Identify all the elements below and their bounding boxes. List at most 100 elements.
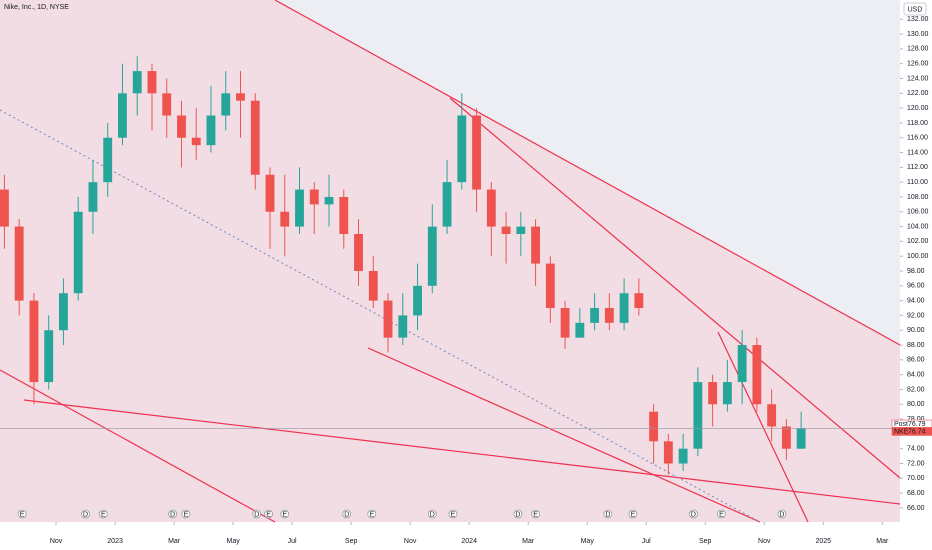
candle-body <box>781 426 791 449</box>
y-tick-label: 106.00 <box>907 209 929 216</box>
candle-body <box>427 226 437 286</box>
x-tick-label: May <box>581 538 595 545</box>
chart-title: Nike, Inc., 1D, NYSE <box>4 4 69 11</box>
y-tick-label: 108.00 <box>907 194 929 201</box>
candle-body <box>767 404 777 427</box>
x-tick-label: Nov <box>404 538 417 545</box>
y-tick-label: 68.00 <box>907 490 925 497</box>
event-marker <box>689 509 698 519</box>
event-marker <box>717 509 726 519</box>
x-tick-label: Sep <box>699 538 712 545</box>
drawings <box>0 0 901 523</box>
candle-body <box>236 93 245 101</box>
candle-body <box>693 382 703 449</box>
trend-line <box>274 0 901 346</box>
candle-body <box>295 189 304 227</box>
candle-body <box>604 308 614 323</box>
candle-body <box>324 196 334 205</box>
candle-body <box>501 226 511 234</box>
y-tick-label: 86.00 <box>907 357 925 364</box>
candle-body <box>708 382 718 405</box>
currency-box <box>903 2 927 16</box>
y-tick-label: 132.00 <box>907 16 929 23</box>
dashed-trend-line <box>0 109 761 523</box>
event-label: D <box>691 511 696 518</box>
currency: USD <box>908 6 923 13</box>
event-label: D <box>344 511 349 518</box>
event-label: D <box>430 511 435 518</box>
event-label: E <box>369 511 374 518</box>
x-tick-label: Mar <box>876 538 889 545</box>
event-label: D <box>515 511 520 518</box>
event-label: D <box>170 511 175 518</box>
event-marker <box>777 509 787 519</box>
candle-body <box>162 93 172 116</box>
y-tick-label: 110.00 <box>907 179 928 186</box>
event-marker <box>181 509 191 519</box>
candle-body <box>663 441 673 464</box>
x-tick-label: Nov <box>758 538 771 545</box>
y-tick-label: 104.00 <box>907 223 929 230</box>
y-tick-label: 124.00 <box>907 75 929 82</box>
event-marker <box>280 509 290 519</box>
candle-body <box>722 382 732 405</box>
price-label-box <box>891 427 932 436</box>
x-tick-label: 2024 <box>461 538 477 545</box>
candles <box>0 56 806 475</box>
event-marker <box>603 509 613 519</box>
y-tick-label: 94.00 <box>907 297 925 304</box>
candle-body <box>575 322 585 338</box>
event-marker <box>252 509 262 519</box>
event-marker <box>17 509 27 519</box>
candle-body <box>44 330 54 383</box>
y-tick-label: 112.00 <box>907 164 928 171</box>
trend-line <box>449 97 901 479</box>
candle-body <box>14 226 24 301</box>
price-label-name: NKE <box>894 428 909 435</box>
candle-body <box>442 182 452 227</box>
candle-body <box>339 196 349 234</box>
event-marker <box>513 509 523 519</box>
trend-line <box>0 369 276 523</box>
event-marker <box>342 509 352 519</box>
candle-body <box>560 308 570 338</box>
y-tick-label: 90.00 <box>907 327 925 334</box>
candle-body <box>221 93 231 116</box>
candle-body <box>73 211 83 294</box>
event-marker <box>531 509 540 519</box>
candle-body <box>413 285 422 316</box>
event-label: D <box>83 511 88 518</box>
trend-line <box>717 331 809 523</box>
y-tick-label: 130.00 <box>907 31 929 38</box>
price-label-value: 76.74 <box>908 428 926 435</box>
candle-body <box>516 226 526 234</box>
candle-body <box>191 137 201 146</box>
event-label: D <box>254 511 259 518</box>
candle-body <box>649 411 659 442</box>
y-tick-label: 92.00 <box>907 312 925 319</box>
candle-body <box>29 300 39 383</box>
event-label: E <box>282 511 287 518</box>
trend-line <box>367 347 761 523</box>
event-label: E <box>20 511 25 518</box>
price-axis <box>900 0 932 550</box>
candle-body <box>398 315 408 338</box>
y-tick-label: 82.00 <box>907 386 925 393</box>
candle-body <box>383 300 393 338</box>
event-label: E <box>184 511 189 518</box>
y-tick-label: 84.00 <box>907 371 925 378</box>
event-marker <box>628 509 638 519</box>
price-label-name: Post <box>894 421 908 428</box>
candle-body <box>545 263 555 309</box>
y-tick-label: 78.00 <box>907 416 925 423</box>
event-marker <box>81 509 90 519</box>
price-label-value: 76.79 <box>908 421 926 428</box>
event-label: E <box>101 511 106 518</box>
x-tick-label: Jul <box>288 538 297 545</box>
y-tick-label: 128.00 <box>907 46 929 53</box>
candle-body <box>0 189 9 227</box>
x-tick-label: Mar <box>168 538 181 545</box>
event-label: D <box>779 511 784 518</box>
y-tick-label: 116.00 <box>907 135 928 142</box>
